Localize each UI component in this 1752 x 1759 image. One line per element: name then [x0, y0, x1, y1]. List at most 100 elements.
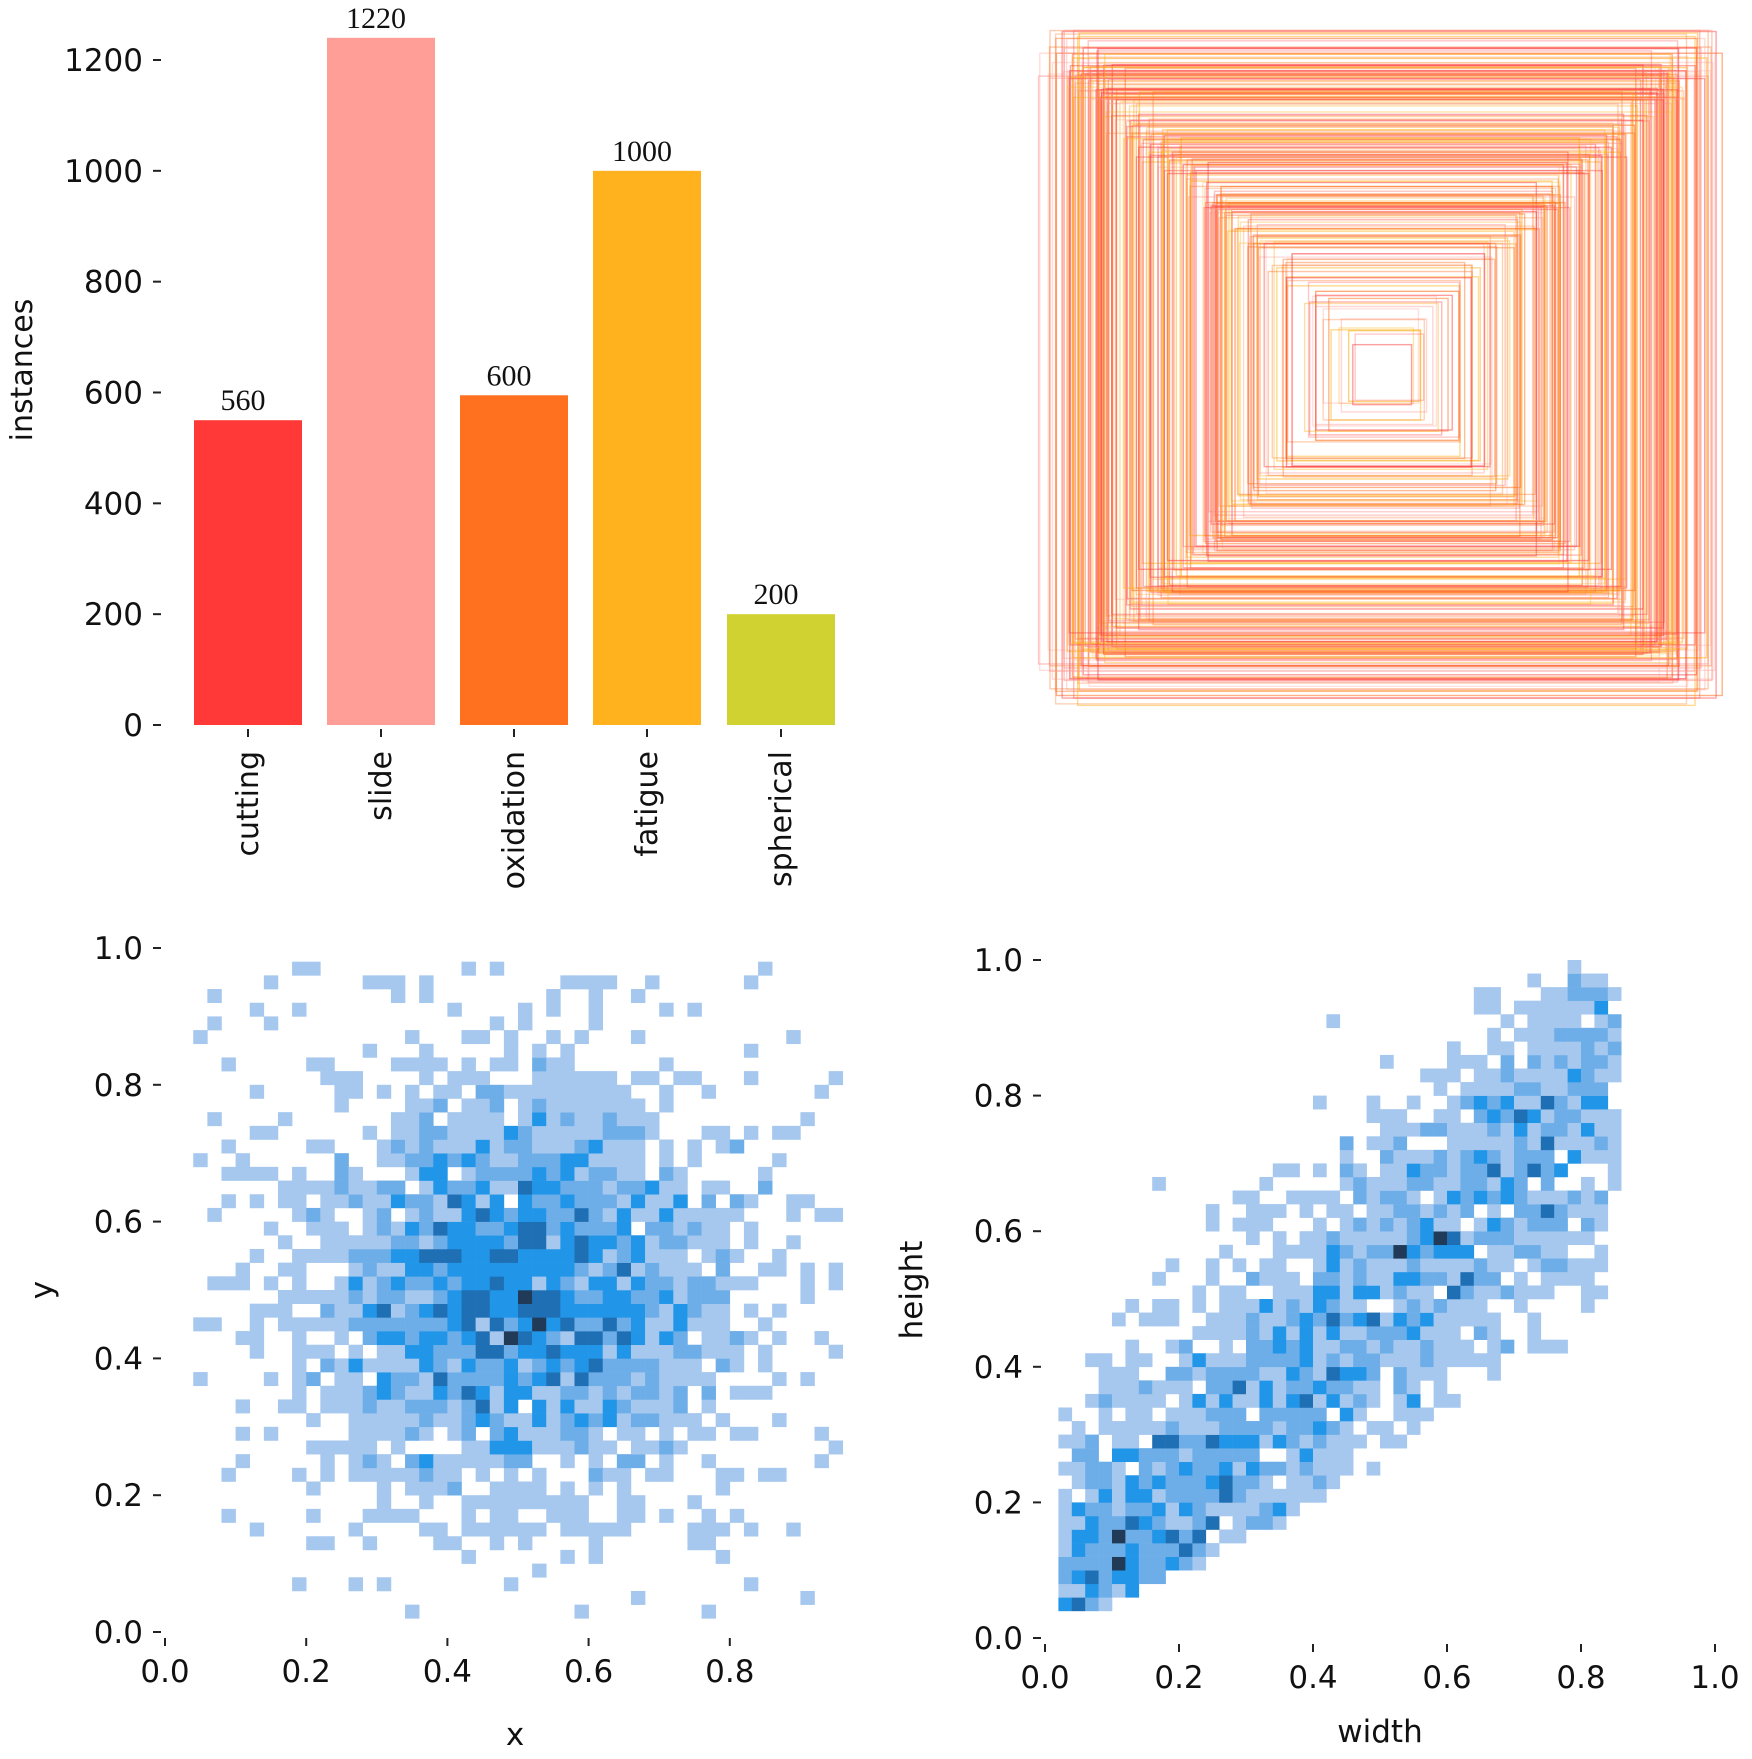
- heat-cell: [503, 1057, 519, 1072]
- heat-cell: [447, 1235, 462, 1250]
- heat-cell: [701, 1303, 716, 1318]
- heat-cell: [1581, 1217, 1595, 1232]
- heat-cell: [616, 1207, 632, 1222]
- heat-cell: [475, 1084, 491, 1099]
- heat-cell: [560, 1481, 575, 1496]
- bounding-box: [1162, 141, 1607, 579]
- heat-cell: [1567, 1082, 1582, 1096]
- heat-cell: [419, 1331, 434, 1346]
- heat-cell: [659, 1317, 674, 1332]
- heat-cell: [1406, 1271, 1421, 1286]
- heat-cell: [616, 1413, 632, 1428]
- heat-cell: [503, 1139, 519, 1154]
- heat-cell: [334, 1331, 349, 1346]
- heat-cell: [1607, 1068, 1622, 1083]
- bounding-box: [1315, 305, 1434, 426]
- heat-cell: [1487, 1176, 1501, 1191]
- heat-cell: [1313, 1339, 1327, 1354]
- heat-cell: [1607, 1041, 1622, 1056]
- heat-cell: [334, 1166, 349, 1181]
- heat-cell: [1393, 1393, 1408, 1408]
- heat-cell: [1460, 1095, 1475, 1110]
- heat-cell: [659, 1098, 674, 1113]
- heat-cell: [574, 1331, 589, 1346]
- heat-cell: [1581, 1271, 1595, 1286]
- heat-cell: [1581, 1136, 1595, 1151]
- width-height-heatmap: 0.00.20.40.60.81.00.0 0.2 0.4 0.6 0.8 1.0widt…: [894, 943, 1740, 1750]
- heat-cell: [560, 1344, 575, 1359]
- heat-cell: [743, 1043, 759, 1058]
- heat-cell: [1433, 1082, 1448, 1096]
- heat-cell: [489, 1084, 505, 1099]
- heat-cell: [772, 1372, 787, 1387]
- heat-cell: [277, 1235, 293, 1250]
- heat-cell: [503, 1248, 519, 1263]
- heat-cell: [433, 1057, 448, 1072]
- heat-cell: [1112, 1556, 1126, 1571]
- heat-cell: [1138, 1570, 1153, 1585]
- heat-cell: [532, 1303, 547, 1318]
- heat-cell: [1339, 1231, 1354, 1246]
- heat-cell: [673, 1071, 688, 1086]
- heat-cell: [1420, 1068, 1434, 1083]
- bounding-box: [1146, 126, 1620, 592]
- heat-cell: [588, 1112, 604, 1127]
- heat-cell: [546, 1290, 561, 1304]
- heat-cell: [405, 1290, 420, 1304]
- bounding-box: [1095, 98, 1664, 629]
- bounding-box: [1101, 96, 1676, 640]
- heat-cell: [616, 1467, 632, 1482]
- heat-cell: [574, 1235, 589, 1250]
- heat-cell: [532, 1112, 547, 1127]
- heat-cell: [390, 1112, 406, 1127]
- heat-cell: [461, 1180, 476, 1195]
- heat-cell: [475, 1125, 491, 1140]
- heat-cell: [574, 1071, 589, 1086]
- heat-cell: [235, 1262, 251, 1277]
- heat-cell: [546, 1248, 561, 1263]
- heat-cell: [419, 1358, 434, 1373]
- heat-cell: [362, 1536, 378, 1551]
- heat-cell: [1406, 1407, 1421, 1422]
- heat-cell: [390, 1317, 406, 1332]
- heat-cell: [1473, 1217, 1488, 1232]
- heat-cell: [1393, 1190, 1408, 1205]
- bounding-box: [1087, 40, 1679, 683]
- heat-cell: [1554, 1054, 1568, 1069]
- heat-cell: [715, 1522, 731, 1537]
- heat-cell: [772, 1331, 787, 1346]
- bounding-box: [1132, 133, 1627, 603]
- heat-cell: [1447, 1204, 1461, 1218]
- heat-cell: [560, 1112, 575, 1127]
- heat-cell: [673, 1372, 688, 1387]
- heat-cell: [588, 1262, 604, 1277]
- bounding-box: [1119, 101, 1632, 637]
- heat-cell: [532, 1358, 547, 1373]
- heat-cell: [743, 1426, 759, 1441]
- bounding-box: [1247, 246, 1498, 485]
- heat-cell: [1420, 1339, 1434, 1354]
- heat-cell: [1179, 1543, 1193, 1557]
- heat-cell: [405, 1276, 420, 1291]
- heat-cell: [405, 1098, 420, 1113]
- heat-cell: [1179, 1434, 1193, 1449]
- heat-cell: [376, 1139, 392, 1154]
- heat-cell: [348, 1276, 363, 1291]
- heat-cell: [362, 1262, 378, 1277]
- heat-cell: [574, 1303, 589, 1318]
- heat-cell: [1527, 1244, 1542, 1259]
- heat-cell: [1540, 1217, 1555, 1232]
- heat-cell: [1500, 1014, 1515, 1029]
- x-tick-label: 0.8: [705, 1654, 754, 1690]
- heat-cell: [405, 1385, 420, 1400]
- heat-cell: [715, 1262, 731, 1277]
- heat-cell: [1540, 1258, 1555, 1273]
- bounding-box: [1115, 99, 1665, 629]
- heat-cell: [758, 1180, 773, 1195]
- heat-cell: [687, 1139, 702, 1154]
- heat-cell: [1527, 1014, 1542, 1029]
- heat-cell: [390, 1194, 406, 1209]
- heat-cell: [1460, 1258, 1475, 1273]
- heat-cell: [729, 1194, 745, 1209]
- bounding-box: [1234, 228, 1540, 522]
